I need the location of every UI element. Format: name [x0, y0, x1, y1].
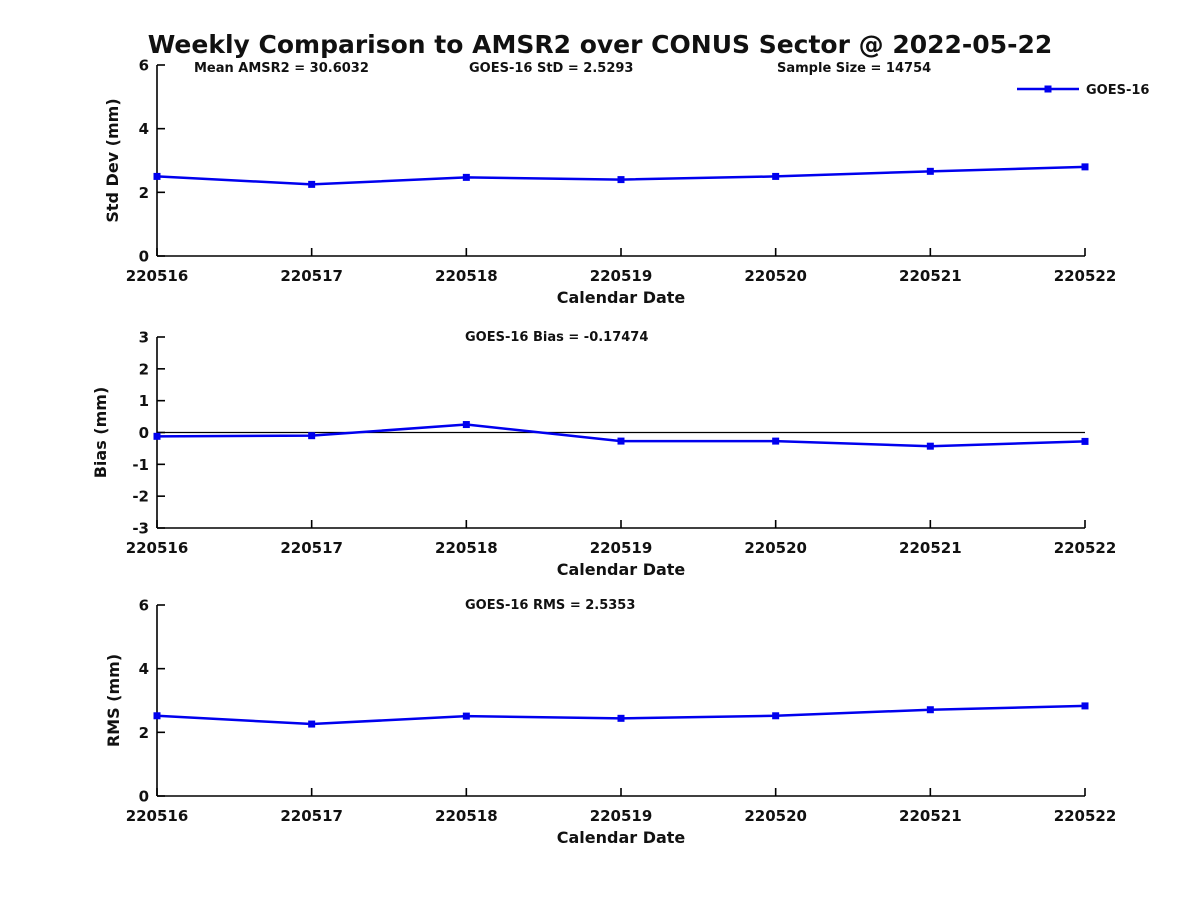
y-tick-label: 4	[139, 660, 149, 678]
y-axis-title: Std Dev (mm)	[103, 98, 122, 222]
x-tick-label: 220519	[590, 539, 653, 557]
stat-annotation: Mean AMSR2 = 30.6032	[194, 61, 369, 76]
data-point-marker	[926, 706, 934, 714]
data-point-marker	[462, 173, 470, 181]
x-axis-title: Calendar Date	[557, 288, 686, 307]
data-point-marker	[153, 712, 161, 720]
x-tick-label: 220517	[280, 807, 343, 825]
data-point-marker	[617, 714, 625, 722]
x-tick-label: 220521	[899, 267, 962, 285]
x-tick-label: 220518	[435, 807, 498, 825]
data-point-marker	[308, 180, 316, 188]
y-tick-label: 0	[139, 424, 149, 442]
x-tick-label: 220516	[126, 267, 189, 285]
x-axis-title: Calendar Date	[557, 828, 686, 847]
data-point-marker	[1081, 163, 1089, 171]
y-axis-title: Bias (mm)	[91, 387, 110, 479]
data-point-marker	[617, 437, 625, 445]
x-tick-label: 220518	[435, 267, 498, 285]
data-point-marker	[462, 421, 470, 429]
data-point-marker	[772, 437, 780, 445]
main-title: Weekly Comparison to AMSR2 over CONUS Se…	[147, 30, 1053, 59]
legend: GOES-16	[1017, 83, 1149, 98]
data-point-marker	[308, 720, 316, 728]
data-point-marker	[462, 712, 470, 720]
x-tick-label: 220517	[280, 267, 343, 285]
x-tick-label: 220516	[126, 807, 189, 825]
x-tick-label: 220521	[899, 807, 962, 825]
stat-annotation: GOES-16 StD = 2.5293	[469, 61, 633, 76]
x-tick-label: 220518	[435, 539, 498, 557]
legend-marker	[1044, 85, 1052, 93]
y-tick-label: -2	[132, 488, 149, 506]
x-tick-label: 220520	[744, 267, 807, 285]
chart-rms: 0 2 4 6 220516 220517 220518 220519 220520 220521…	[104, 597, 1116, 848]
y-tick-label: 3	[139, 329, 149, 347]
y-axis-title: RMS (mm)	[104, 654, 123, 747]
x-tick-label: 220517	[280, 539, 343, 557]
x-tick-label: 220519	[590, 807, 653, 825]
data-point-marker	[926, 167, 934, 175]
x-tick-label: 220520	[744, 539, 807, 557]
x-tick-label: 220522	[1054, 807, 1117, 825]
x-tick-label: 220522	[1054, 539, 1117, 557]
data-point-marker	[1081, 437, 1089, 445]
data-point-marker	[1081, 702, 1089, 710]
y-tick-label: 2	[139, 184, 149, 202]
y-tick-label: 6	[139, 57, 149, 75]
data-point-marker	[772, 712, 780, 720]
y-tick-label: 6	[139, 597, 149, 615]
y-tick-label: 2	[139, 360, 149, 378]
x-tick-label: 220521	[899, 539, 962, 557]
stat-annotation: Sample Size = 14754	[777, 61, 931, 76]
y-tick-label: 0	[139, 248, 149, 266]
data-point-marker	[153, 432, 161, 440]
y-tick-label: -1	[132, 456, 149, 474]
y-tick-label: -3	[132, 520, 149, 538]
data-point-marker	[617, 176, 625, 184]
y-tick-label: 0	[139, 788, 149, 806]
x-axis-title: Calendar Date	[557, 560, 686, 579]
x-tick-label: 220520	[744, 807, 807, 825]
y-tick-label: 4	[139, 120, 149, 138]
legend-label: GOES-16	[1086, 83, 1149, 98]
chart-std-dev: 0 2 4 6 220516 220517 220518 220519 220520 220521…	[103, 57, 1149, 308]
x-tick-label: 220519	[590, 267, 653, 285]
data-point-marker	[772, 172, 780, 180]
data-point-marker	[308, 432, 316, 440]
data-point-marker	[153, 172, 161, 180]
chart-bias: -3 -2 -1 0 1 2 3 220516 220517 220518 220519 220520…	[91, 329, 1116, 580]
y-tick-label: 2	[139, 724, 149, 742]
data-point-marker	[926, 442, 934, 450]
x-tick-label: 220522	[1054, 267, 1117, 285]
chart-title: GOES-16 Bias = -0.17474	[465, 330, 648, 345]
chart-title: GOES-16 RMS = 2.5353	[465, 598, 635, 613]
y-tick-label: 1	[139, 392, 149, 410]
x-tick-label: 220516	[126, 539, 189, 557]
